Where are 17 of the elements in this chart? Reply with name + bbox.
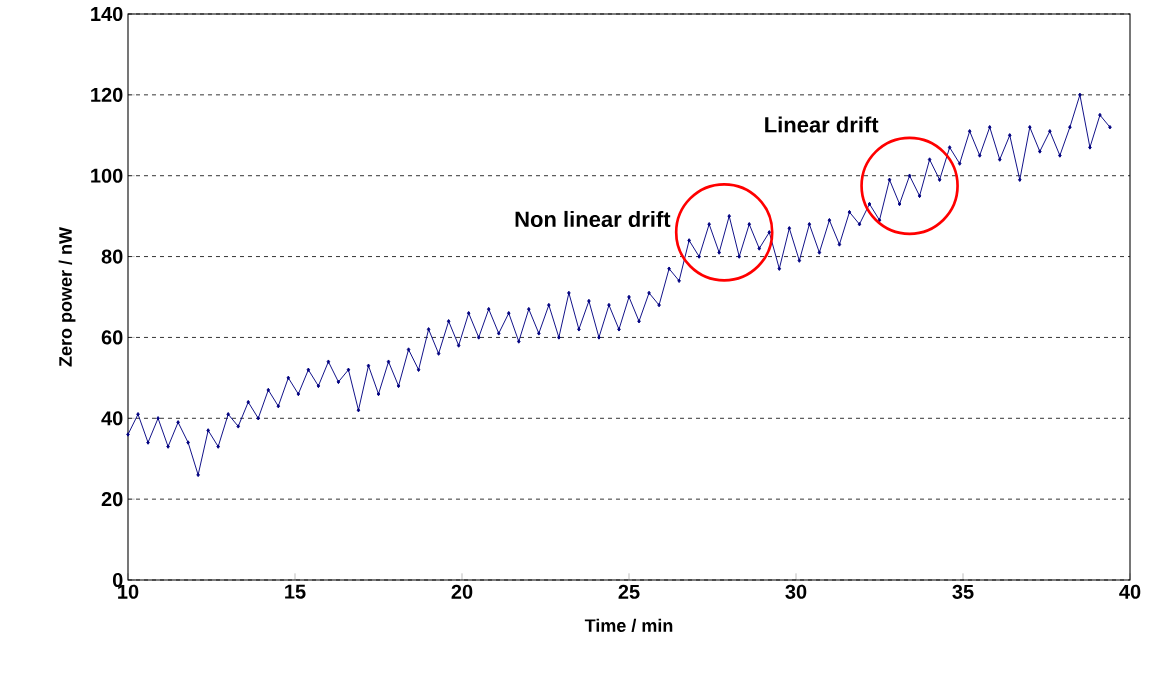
y-tick-label: 140 <box>91 6 123 22</box>
x-tick-label: 25 <box>618 584 640 599</box>
y-tick-label: 100 <box>91 168 123 183</box>
x-axis-title: Time / min <box>584 618 673 633</box>
y-tick-label: 40 <box>101 411 123 426</box>
y-tick-label: 80 <box>101 249 123 264</box>
annotation: Non linear drift <box>515 210 671 228</box>
y-axis-title: Zero power / nW <box>58 227 76 367</box>
y-tick-label: 120 <box>91 87 123 102</box>
x-tick-label: 40 <box>1119 584 1141 599</box>
x-tick-label: 20 <box>451 584 473 599</box>
annotation: Linear drift <box>765 116 879 133</box>
y-tick-label: 60 <box>101 330 123 345</box>
y-tick-label: 20 <box>101 492 123 507</box>
x-tick-label: 30 <box>785 584 807 599</box>
x-tick-label: 15 <box>285 584 306 599</box>
x-tick-label: 35 <box>952 584 974 599</box>
